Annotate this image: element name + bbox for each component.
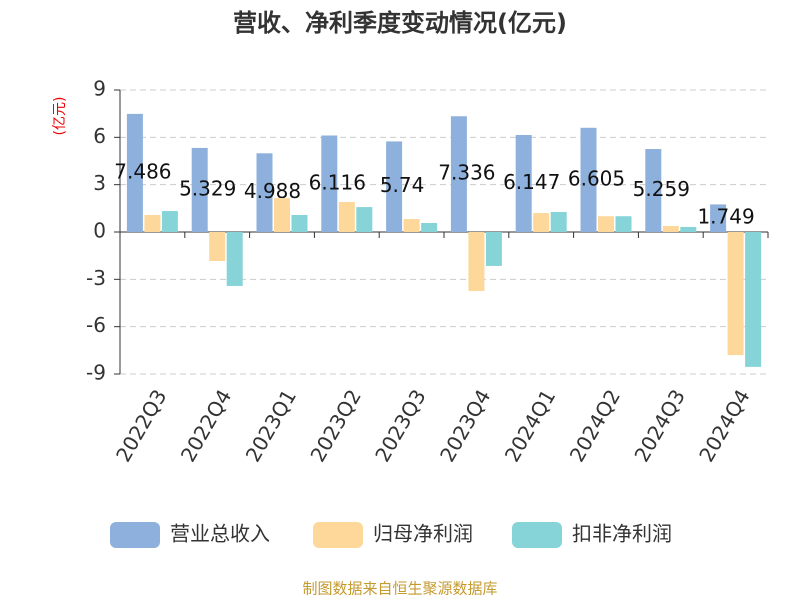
bar [745, 232, 762, 367]
data-label: 6.147 [503, 170, 560, 194]
y-tick-label: 0 [93, 219, 106, 243]
x-tick-label: 2023Q1 [241, 385, 301, 466]
bar [468, 232, 485, 292]
legend-label: 扣非净利润 [572, 522, 672, 546]
chart-title: 营收、净利季度变动情况(亿元) [233, 9, 567, 37]
y-tick-label: -6 [86, 313, 106, 337]
bar [550, 211, 567, 232]
bar [580, 127, 597, 232]
legend-swatch [313, 522, 363, 548]
y-axis-label: (亿元) [52, 97, 68, 136]
bar [662, 226, 679, 232]
data-label: 7.486 [114, 159, 171, 183]
y-tick-label: 6 [93, 124, 106, 148]
bar [450, 116, 467, 232]
y-tick-label: 3 [93, 171, 106, 195]
bar [386, 141, 403, 232]
bar [191, 147, 208, 232]
bar [338, 202, 355, 232]
legend-swatch [512, 522, 562, 548]
data-label: 5.74 [380, 173, 425, 197]
bar [615, 216, 632, 232]
data-label: 1.749 [697, 205, 754, 229]
legend-swatch [110, 522, 160, 548]
bar [256, 153, 273, 232]
y-tick-label: 9 [93, 77, 106, 101]
bar [598, 216, 614, 232]
data-label: 5.329 [179, 176, 236, 200]
data-label: 7.336 [438, 161, 495, 185]
source-note: 制图数据来自恒生聚源数据库 [302, 580, 497, 598]
data-label: 4.988 [244, 179, 301, 203]
x-tick-label: 2024Q1 [500, 385, 560, 466]
x-tick-label: 2023Q4 [435, 385, 495, 466]
bar [209, 232, 226, 262]
x-tick-label: 2023Q2 [305, 385, 365, 466]
bar [291, 214, 308, 232]
bar [403, 219, 420, 232]
x-tick-label: 2024Q2 [565, 385, 625, 466]
bar [727, 232, 744, 356]
bar [144, 214, 161, 232]
bar [356, 207, 373, 232]
x-tick-label: 2022Q3 [111, 385, 171, 466]
data-label: 5.259 [633, 177, 690, 201]
bar [421, 223, 438, 232]
bar [274, 198, 290, 232]
bar [321, 135, 338, 232]
bar [645, 149, 662, 232]
y-tick-label: -9 [86, 361, 106, 385]
x-tick-label: 2024Q4 [694, 385, 754, 466]
data-label: 6.116 [309, 170, 366, 194]
data-label: 6.605 [568, 166, 625, 190]
x-tick-label: 2024Q3 [629, 385, 689, 466]
x-tick-label: 2023Q3 [370, 385, 430, 466]
y-tick-label: -3 [86, 266, 106, 290]
bar [485, 232, 502, 266]
bar [680, 226, 697, 232]
bar [515, 135, 532, 232]
bar [533, 213, 550, 232]
bar [126, 113, 143, 232]
legend-label: 归母净利润 [373, 522, 473, 546]
legend-label: 营业总收入 [170, 522, 270, 546]
bar [710, 204, 727, 232]
bar [226, 232, 243, 286]
x-tick-label: 2022Q4 [176, 385, 236, 466]
bar [161, 211, 178, 232]
